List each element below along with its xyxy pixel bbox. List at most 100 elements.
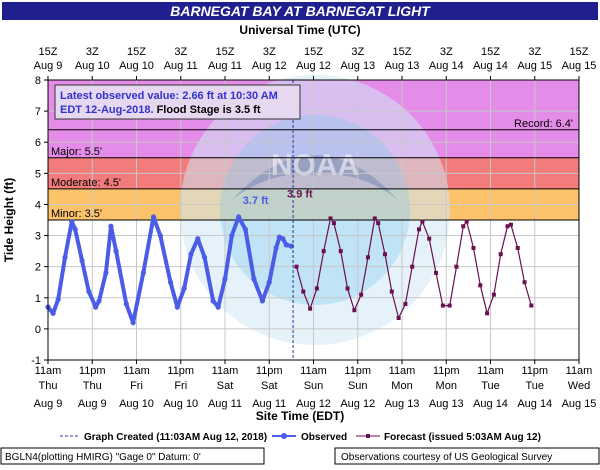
forecast-point-27 [464, 219, 469, 224]
observed-point-17 [157, 232, 163, 239]
observed-point-1 [50, 310, 56, 316]
observed-point-28 [236, 214, 242, 220]
top-tick-date-6: Aug 12 [296, 60, 331, 72]
top-tick-time-4: 15Z [216, 46, 235, 58]
x-tick-date-7: Aug 12 [340, 398, 375, 410]
x-tick-date-9: Aug 13 [429, 398, 464, 410]
forecast-point-24 [447, 303, 452, 308]
observed-point-7 [86, 288, 92, 295]
forecast-point-3 [314, 286, 319, 291]
top-tick-time-12: 15Z [570, 46, 589, 58]
y-tick-label-7: 6 [35, 137, 41, 149]
top-tick-time-11: 3Z [528, 46, 541, 58]
legend-forecast: Forecast (issued 5:03AM Aug 12) [384, 432, 541, 443]
forecast-point-9 [352, 308, 357, 313]
top-tick-date-10: Aug 14 [473, 60, 508, 72]
forecast-point-26 [461, 224, 466, 229]
observed-point-8 [93, 304, 99, 310]
observed-point-27 [229, 232, 235, 239]
top-tick-time-7: 3Z [351, 46, 364, 58]
x-tick-day-12: Wed [568, 380, 590, 392]
top-tick-date-8: Aug 13 [385, 60, 420, 72]
x-tick-time-3: 11pm [167, 365, 194, 377]
record-label: Record: 6.4' [514, 118, 573, 130]
top-tick-time-5: 3Z [263, 46, 276, 58]
x-tick-day-6: Sun [304, 380, 324, 392]
x-tick-time-2: 11am [123, 365, 150, 377]
y-tick-label-2: 1 [35, 293, 41, 305]
flood-stage-label-0: Minor: 3.5' [51, 208, 102, 220]
legend: Graph Created (11:03AM Aug 12, 2018) Obs… [60, 432, 541, 443]
forecast-point-12 [372, 216, 377, 221]
observed-point-36 [283, 242, 289, 248]
observed-point-12 [113, 248, 119, 254]
top-tick-time-9: 3Z [440, 46, 453, 58]
forecast-point-18 [410, 264, 415, 269]
observed-point-11 [108, 223, 114, 229]
y-tick-label-5: 4 [35, 199, 41, 211]
top-tick-date-3: Aug 11 [164, 60, 198, 72]
y-tick-label-4: 3 [35, 231, 41, 243]
top-tick-time-6: 15Z [304, 46, 323, 58]
y-tick-label-8: 7 [35, 106, 41, 118]
top-tick-date-12: Aug 15 [562, 60, 597, 72]
x-tick-time-0: 11am [35, 365, 62, 377]
x-tick-day-4: Sat [217, 380, 234, 392]
footer-credit: Observations courtesy of US Geological S… [341, 452, 552, 463]
top-tick-time-1: 3Z [86, 46, 99, 58]
x-tick-date-0: Aug 9 [34, 398, 63, 410]
x-tick-time-10: 11am [477, 365, 504, 377]
observed-point-13 [123, 301, 129, 307]
observed-point-16 [150, 214, 157, 220]
forecast-point-33 [505, 224, 510, 229]
chart-title: BARNEGAT BAY AT BARNEGAT LIGHT [170, 3, 431, 19]
x-tick-time-1: 11pm [79, 365, 106, 377]
x-tick-time-4: 11am [212, 365, 239, 377]
x-tick-day-7: Sun [348, 380, 368, 392]
forecast-point-32 [498, 252, 503, 257]
footer-right-box [334, 447, 600, 465]
top-tick-date-11: Aug 15 [517, 60, 552, 72]
forecast-point-21 [427, 236, 432, 241]
observed-point-35 [280, 236, 286, 242]
peak-label-0: 3.7 ft [243, 195, 269, 207]
x-tick-day-3: Fri [174, 380, 187, 392]
top-tick-time-0: 15Z [39, 46, 58, 58]
annotations: 3.7 ft 3.9 ft [243, 80, 313, 360]
top-tick-time-10: 15Z [481, 46, 500, 58]
forecast-point-28 [471, 246, 476, 250]
x-tick-time-6: 11am [300, 365, 327, 377]
observed-point-29 [242, 226, 249, 232]
forecast-point-6 [331, 221, 336, 226]
info-box-line-2: EDT 12-Aug-2018. Flood Stage is 3.5 ft [60, 104, 261, 116]
info-box-flood-stage: Flood Stage is 3.5 ft [154, 104, 261, 116]
top-tick-time-8: 15Z [393, 46, 412, 58]
observed-point-24 [210, 298, 216, 304]
top-tick-date-9: Aug 14 [429, 60, 464, 72]
flood-stage-label-1: Moderate: 4.5' [51, 177, 121, 189]
top-axis-title: Universal Time (UTC) [239, 23, 360, 37]
x-tick-date-4: Aug 11 [208, 398, 242, 410]
observed-point-32 [266, 279, 272, 285]
observed-point-21 [188, 251, 194, 257]
observed-point-5 [72, 226, 78, 232]
forecast-point-13 [376, 221, 381, 226]
footer-datum: BGLN4(plotting HMIRG) "Gage 0" Datum: 0' [5, 452, 201, 463]
info-box-date: EDT 12-Aug-2018. [60, 104, 154, 116]
forecast-point-35 [515, 246, 520, 250]
info-box [54, 84, 301, 120]
forecast-point-2 [308, 306, 313, 311]
y-tick-label-9: 8 [35, 75, 41, 87]
forecast-point-23 [440, 303, 445, 308]
flood-category-labels: Minor: 3.5' Moderate: 4.5' Major: 5.5' Reco… [48, 118, 579, 221]
top-tick-time-3: 3Z [174, 46, 187, 58]
x-tick-day-8: Mon [391, 380, 412, 392]
x-tick-date-11: Aug 14 [517, 398, 552, 410]
legend-forecast-marker [366, 434, 370, 438]
observed-point-31 [259, 298, 266, 304]
x-tick-day-11: Tue [525, 380, 544, 392]
observed-point-14 [130, 320, 136, 326]
footer-left-box [0, 447, 265, 465]
forecast-point-20 [420, 219, 425, 224]
